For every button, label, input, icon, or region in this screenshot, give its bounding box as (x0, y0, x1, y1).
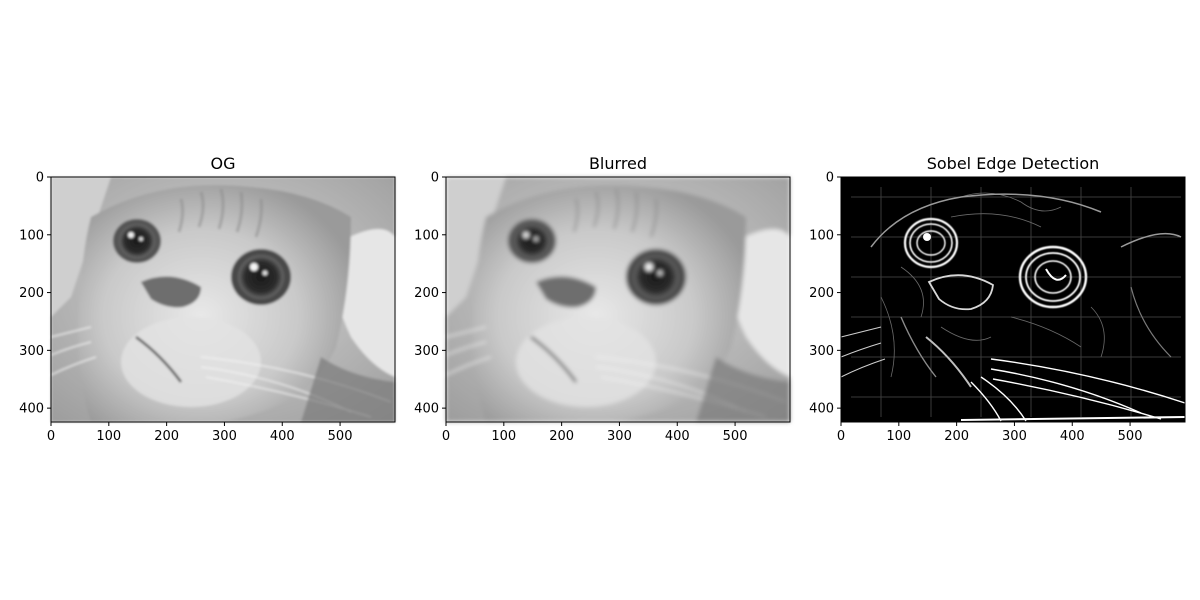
x-tick-label: 300 (1002, 429, 1027, 444)
panel-original (49, 175, 397, 424)
x-tick-label: 400 (1060, 429, 1085, 444)
y-tick-label: 400 (809, 402, 834, 417)
x-tick-label: 100 (96, 429, 121, 444)
x-tick-label: 100 (886, 429, 911, 444)
y-tick-label: 0 (826, 171, 834, 186)
y-tick-label: 100 (19, 228, 44, 243)
x-tick-label: 200 (549, 429, 574, 444)
y-tick-label: 400 (19, 402, 44, 417)
x-tick-label: 0 (47, 429, 55, 444)
y-tick-label: 200 (414, 286, 439, 301)
x-tick-label: 0 (837, 429, 845, 444)
x-tick-label: 300 (607, 429, 632, 444)
y-tick-label: 0 (431, 171, 439, 186)
x-tick-label: 200 (944, 429, 969, 444)
panel-title-sobel: Sobel Edge Detection (927, 154, 1100, 173)
x-tick-label: 500 (1118, 429, 1143, 444)
x-tick-label: 100 (491, 429, 516, 444)
axes-frame (50, 176, 396, 423)
y-tick-label: 200 (19, 286, 44, 301)
panel-title-blurred: Blurred (589, 154, 647, 173)
y-tick-label: 200 (809, 286, 834, 301)
x-tick-label: 0 (442, 429, 450, 444)
y-tick-label: 300 (414, 344, 439, 359)
x-tick-label: 200 (154, 429, 179, 444)
panel-sobel (841, 177, 1185, 422)
x-tick-label: 500 (723, 429, 748, 444)
x-tick-label: 500 (328, 429, 353, 444)
y-tick-label: 0 (36, 171, 44, 186)
axes-frame (445, 176, 791, 423)
axes-frame (840, 176, 1186, 423)
y-tick-label: 100 (414, 228, 439, 243)
x-tick-label: 300 (212, 429, 237, 444)
panel-blurred (444, 175, 792, 424)
x-tick-label: 400 (665, 429, 690, 444)
panel-title-original: OG (211, 154, 236, 173)
y-tick-label: 400 (414, 402, 439, 417)
x-tick-label: 400 (270, 429, 295, 444)
y-tick-label: 100 (809, 228, 834, 243)
y-tick-label: 300 (809, 344, 834, 359)
y-tick-label: 300 (19, 344, 44, 359)
